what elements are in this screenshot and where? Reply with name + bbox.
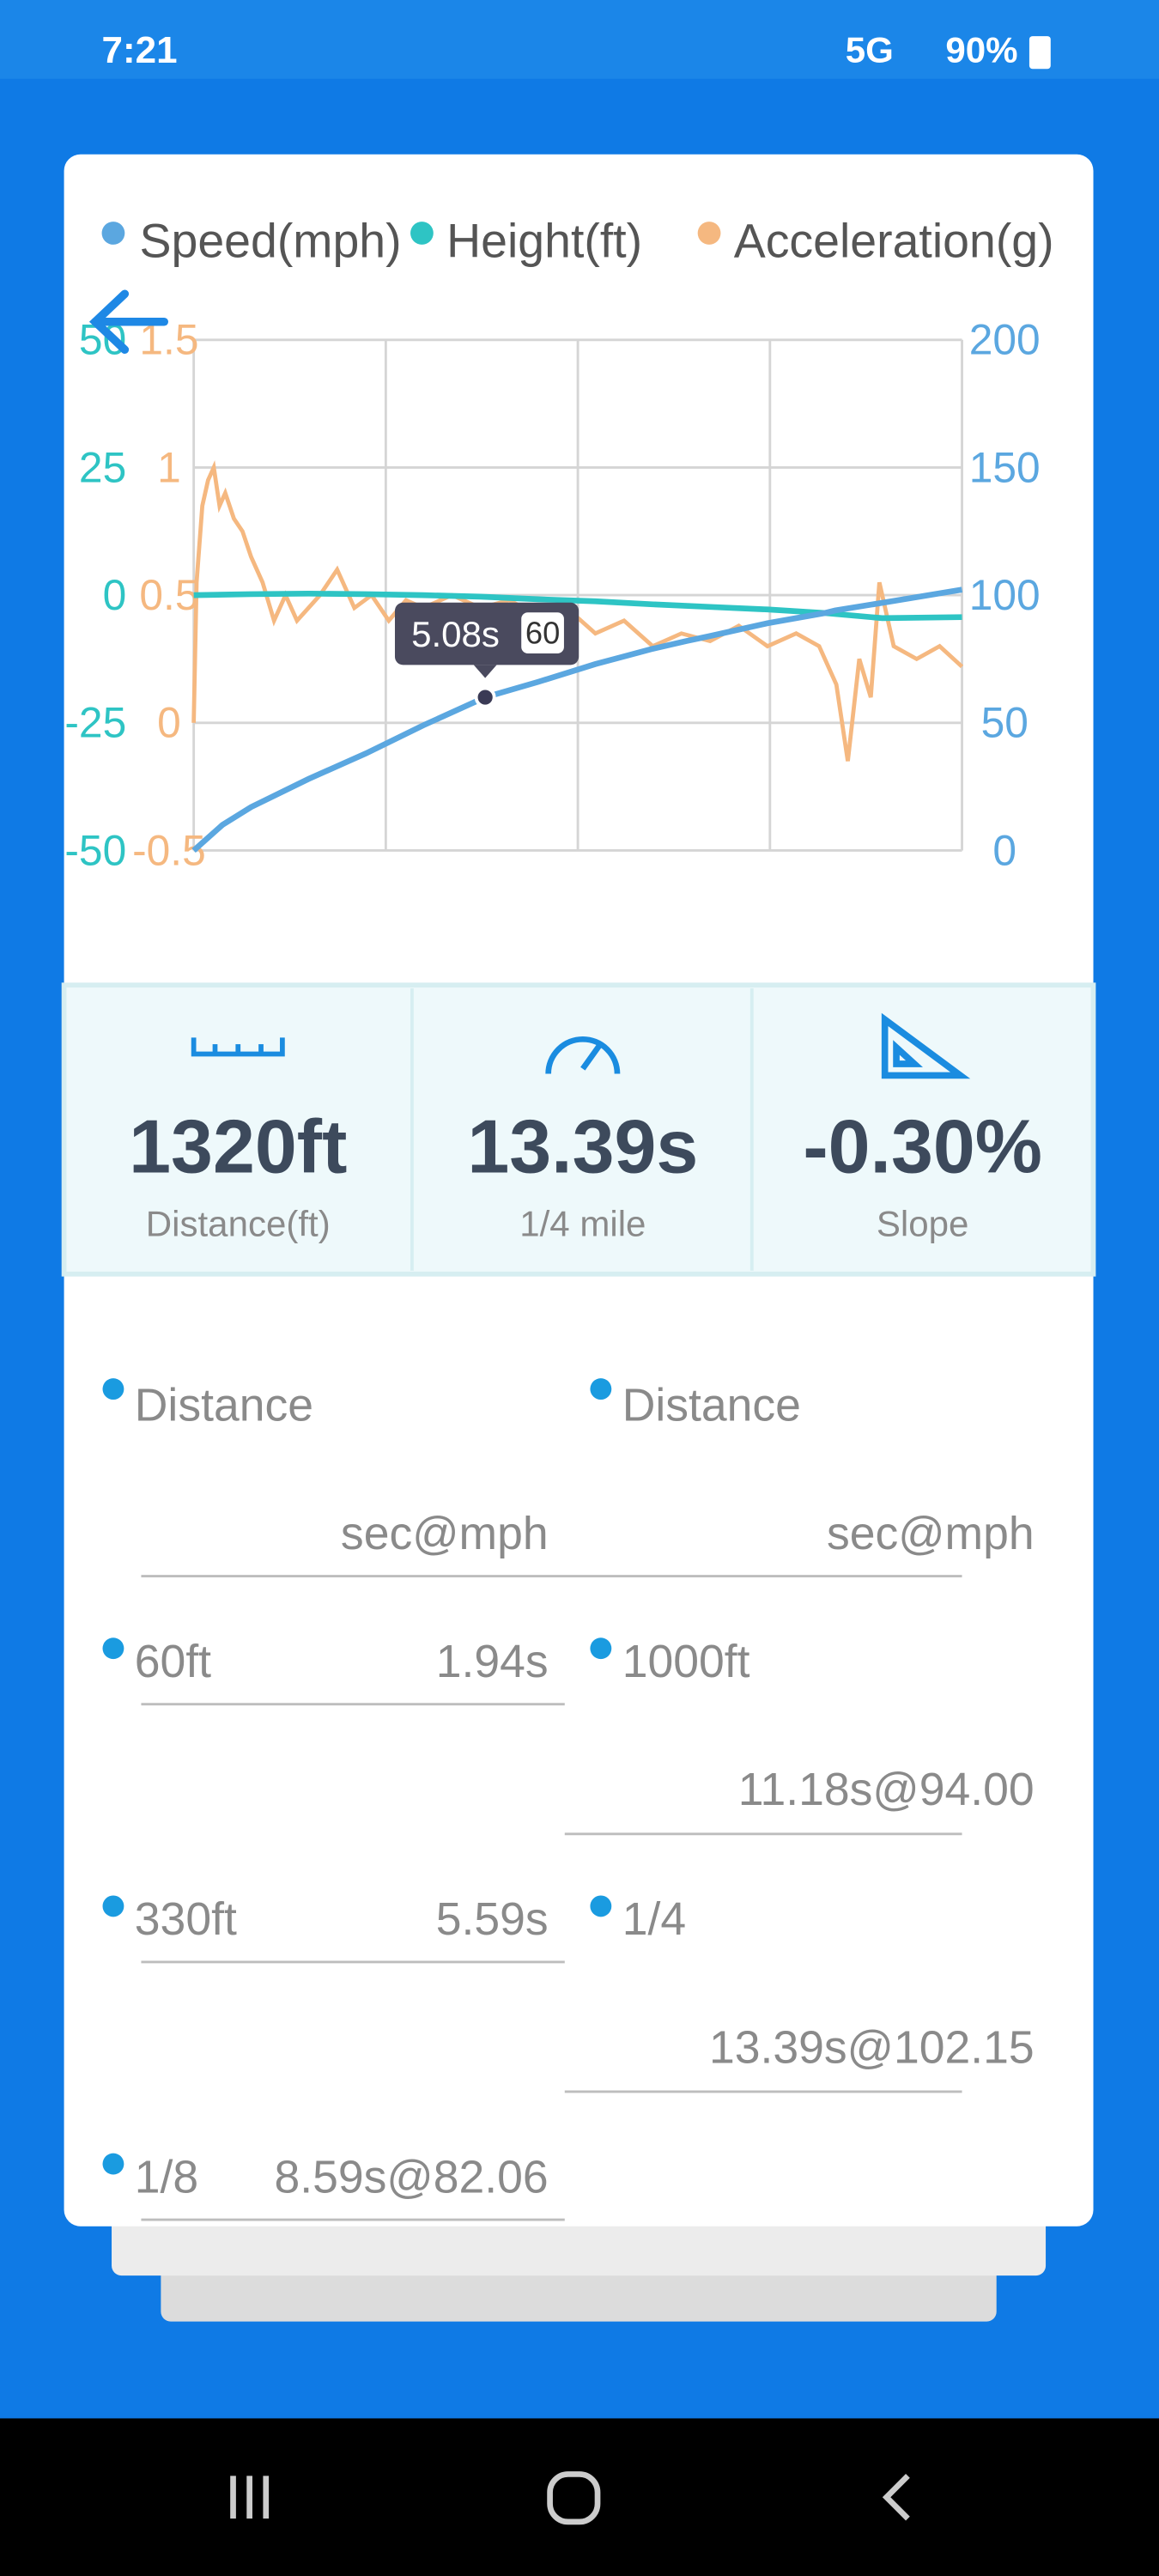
tooltip-value-box <box>521 612 564 653</box>
y2-tick-label: 200 <box>969 316 1041 364</box>
split-name: 60ft <box>135 1637 211 1687</box>
stat-value: 13.39s <box>467 1103 698 1188</box>
split-dot <box>102 1895 124 1917</box>
ruler-icon <box>191 1037 285 1057</box>
y2-tick-label: 100 <box>969 571 1041 619</box>
split-dot <box>102 1637 124 1660</box>
legend-label: Speed(mph) <box>140 215 402 268</box>
split-time: 1.94s <box>436 1637 549 1687</box>
split-dot <box>102 2153 124 2175</box>
status-time: 7:21 <box>102 29 178 71</box>
stats-panel <box>61 982 1096 1277</box>
split-header-unit: sec@mph <box>341 1509 549 1559</box>
split-dot <box>102 1378 124 1400</box>
back-arrow-head <box>88 289 130 355</box>
split-dot <box>590 1895 612 1917</box>
y3-tick-label: -0.5 <box>132 826 206 874</box>
y3-tick-label: 0 <box>157 699 181 747</box>
battery-icon <box>1029 36 1051 70</box>
tooltip-point <box>474 686 496 708</box>
split-time: 5.59s <box>436 1894 549 1945</box>
split-name: 1/4 <box>622 1894 686 1945</box>
stat-label: 1/4 mile <box>519 1203 646 1243</box>
status-battery: 90% <box>945 29 1017 70</box>
stat-label: Slope <box>877 1203 969 1243</box>
legend-label: Acceleration(g) <box>734 215 1054 268</box>
split-header-unit: sec@mph <box>827 1509 1035 1559</box>
y3-tick-label: 0.5 <box>139 571 198 619</box>
tooltip-time: 5.08s <box>411 614 500 654</box>
status-network: 5G <box>846 29 894 70</box>
tooltip-value: 60 <box>525 616 560 651</box>
nav-home[interactable] <box>547 2471 601 2525</box>
nav-bar <box>0 2418 1159 2576</box>
split-time: 8.59s@82.06 <box>274 2152 548 2202</box>
gauge-icon <box>545 1036 621 1074</box>
tooltip-pointer <box>473 665 497 678</box>
legend-label: Height(ft) <box>446 215 642 268</box>
nav-icons <box>230 2471 910 2525</box>
chart: -50-2502550-0.500.511.5050100150200Speed… <box>64 215 1053 875</box>
split-name: 1000ft <box>622 1637 750 1687</box>
stat-label: Distance(ft) <box>146 1203 331 1243</box>
back-button[interactable] <box>88 289 168 355</box>
split-header: Distance <box>135 1381 313 1431</box>
stat-value: 1320ft <box>129 1103 347 1188</box>
nav-back[interactable] <box>882 2473 910 2521</box>
y-tick-label: -50 <box>64 826 126 874</box>
y2-tick-label: 0 <box>992 826 1016 874</box>
series-line <box>191 586 963 853</box>
split-header: Distance <box>622 1381 801 1431</box>
split-dot <box>590 1378 612 1400</box>
y-tick-label: 25 <box>79 443 126 491</box>
legend-dot <box>697 222 721 245</box>
status-bar <box>0 0 1159 79</box>
stat-value: -0.30% <box>803 1103 1042 1188</box>
split-name: 330ft <box>135 1894 237 1945</box>
slope-icon <box>881 1012 971 1079</box>
splits: Distance sec@mph Distance sec@mph 60ft 1.94s 3… <box>102 1378 1035 2221</box>
y3-tick-label: 1 <box>157 443 181 491</box>
split-dot <box>590 1637 612 1660</box>
y2-tick-label: 150 <box>969 443 1041 491</box>
legend-dot <box>101 222 125 245</box>
y-tick-label: 0 <box>103 571 127 619</box>
split-name: 1/8 <box>135 2152 198 2202</box>
y2-tick-label: 50 <box>981 699 1029 747</box>
legend-dot <box>410 222 434 245</box>
split-time: 13.39s@102.15 <box>709 2022 1035 2073</box>
y-tick-label: -25 <box>64 699 126 747</box>
split-time: 11.18s@94.00 <box>738 1765 1035 1815</box>
stats: 1320ft Distance(ft) 13.39s 1/4 mile -0.30% Sl… <box>129 1103 1042 1243</box>
